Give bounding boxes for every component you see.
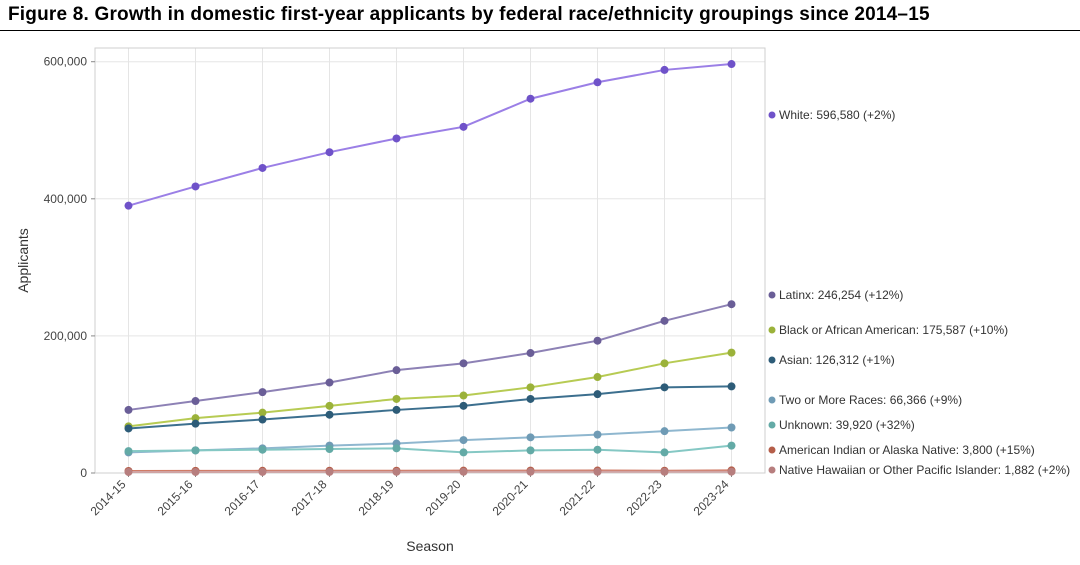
x-tick-label: 2020-21 [490, 477, 531, 518]
x-tick-label: 2015-16 [155, 477, 196, 518]
svg-text:400,000: 400,000 [44, 192, 88, 206]
x-tick-label: 2021-22 [557, 477, 598, 518]
x-tick-label: 2014-15 [88, 477, 129, 518]
y-axis-label: Applicants [15, 228, 31, 293]
series-label: Asian: 126,312 (+1%) [779, 353, 895, 367]
title-rule [0, 30, 1080, 31]
svg-text:200,000: 200,000 [44, 329, 88, 343]
series-label: Black or African American: 175,587 (+10%… [779, 323, 1008, 337]
series-label: Native Hawaiian or Other Pacific Islande… [779, 463, 1070, 477]
svg-text:0: 0 [80, 466, 87, 480]
x-tick-label: 2016-17 [222, 477, 263, 518]
line-chart: 0 200,000 400,000 600,000 2014-15 2015-16 2016… [0, 34, 1080, 564]
x-tick-label: 2019-20 [423, 477, 464, 518]
figure-title: Figure 8. Growth in domestic first-year … [8, 4, 930, 26]
x-tick-label: 2023-24 [691, 477, 732, 518]
x-tick-label: 2017-18 [289, 477, 330, 518]
svg-text:600,000: 600,000 [44, 55, 88, 69]
x-tick-label: 2018-19 [356, 477, 397, 518]
series-label: Latinx: 246,254 (+12%) [779, 288, 903, 302]
series-label: Unknown: 39,920 (+32%) [779, 418, 915, 432]
series-label: Two or More Races: 66,366 (+9%) [779, 393, 962, 407]
series-label: American Indian or Alaska Native: 3,800 … [779, 443, 1035, 457]
x-tick-label: 2022-23 [624, 477, 665, 518]
chart-container: 0 200,000 400,000 600,000 2014-15 2015-16 2016… [0, 34, 1080, 564]
x-axis-label: Season [406, 538, 453, 554]
series-label: White: 596,580 (+2%) [779, 108, 895, 122]
